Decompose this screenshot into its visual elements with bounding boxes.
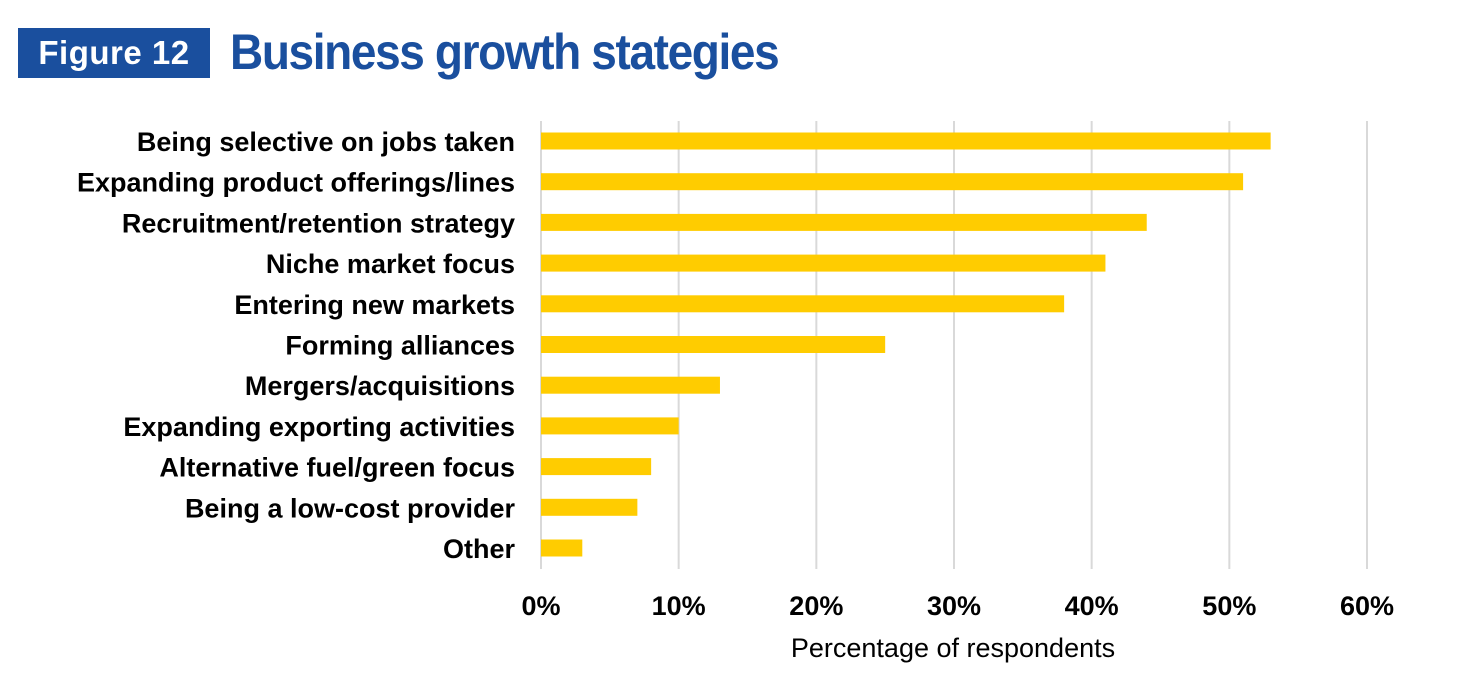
category-label: Alternative fuel/green focus bbox=[159, 453, 515, 483]
bar bbox=[541, 254, 1106, 272]
category-label: Recruitment/retention strategy bbox=[122, 208, 515, 238]
figure-title: Business growth stategies bbox=[230, 24, 780, 80]
x-tick-labels: 0% 10% 20% 30% 40% 50% 60% bbox=[521, 591, 1394, 621]
x-axis-label: Percentage of respondents bbox=[791, 633, 1115, 663]
bar bbox=[541, 295, 1065, 313]
x-tick-label: 60% bbox=[1340, 591, 1394, 621]
bars bbox=[541, 132, 1271, 557]
x-tick-label: 30% bbox=[927, 591, 981, 621]
x-tick-label: 50% bbox=[1202, 591, 1256, 621]
bar bbox=[541, 498, 638, 516]
category-label: Expanding product offerings/lines bbox=[77, 168, 515, 198]
x-tick-label: 0% bbox=[521, 591, 560, 621]
bar bbox=[541, 417, 679, 435]
category-label: Forming alliances bbox=[285, 331, 515, 361]
grid-lines bbox=[540, 121, 1368, 569]
category-label: Other bbox=[443, 534, 516, 564]
x-tick-label: 40% bbox=[1065, 591, 1119, 621]
bar bbox=[541, 458, 652, 476]
bar bbox=[541, 173, 1244, 191]
x-tick-label: 20% bbox=[789, 591, 843, 621]
bar bbox=[541, 132, 1271, 150]
bar bbox=[541, 336, 886, 353]
bar bbox=[541, 539, 583, 557]
category-label: Being selective on jobs taken bbox=[137, 127, 515, 157]
figure-number-badge: Figure 12 bbox=[18, 28, 210, 78]
bar bbox=[541, 213, 1147, 231]
x-tick-label: 10% bbox=[652, 591, 706, 621]
category-label: Being a low-cost provider bbox=[185, 493, 516, 523]
category-label: Entering new markets bbox=[234, 290, 515, 320]
category-label: Expanding exporting activities bbox=[123, 412, 515, 442]
category-label: Niche market focus bbox=[266, 249, 515, 279]
category-label: Mergers/acquisitions bbox=[245, 371, 515, 401]
category-labels: Being selective on jobs taken Expanding p… bbox=[77, 127, 516, 564]
bar bbox=[541, 376, 720, 394]
